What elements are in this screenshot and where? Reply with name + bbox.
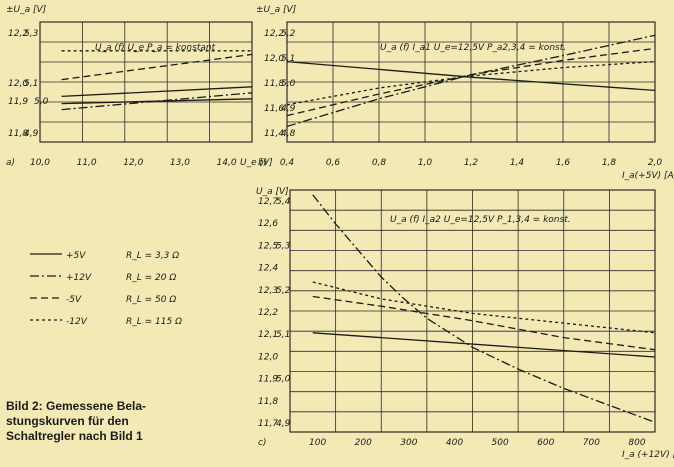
y-tick-label-left: 12,2: [264, 29, 284, 39]
y-tick-label-left: 11,6: [264, 104, 284, 114]
y-tick-label-left: 12,3: [258, 286, 278, 296]
chart-title: U_a (f) U_e P_a = konstant: [95, 43, 216, 53]
x-tick-label: 1,6: [556, 158, 571, 168]
chart-title: U_a (f) I_a2 U_e=12,5V P_1,3,4 = konst.: [390, 215, 571, 225]
y-tick-label-left: 11,8: [264, 79, 284, 89]
y-tick-label-right: 5,1: [24, 79, 38, 89]
y-tick-label-left: 11,9: [258, 375, 278, 385]
y-tick-label-right: 5,1: [276, 330, 290, 340]
y-tick-label-right: 5,3: [24, 29, 39, 39]
y-axis-label: ±U_a [V]: [6, 5, 47, 15]
y-axis-label: ±U_a [V]: [256, 5, 297, 15]
y-axis-label: U_a [V]: [256, 187, 289, 197]
legend: +5V R_L = 3,3 Ω +12V R_L = 20 Ω -5V R_L = 50 …: [30, 251, 182, 327]
series-line-dashed: [286, 47, 656, 117]
series-line-solid: [61, 86, 253, 98]
y-tick-label-right: 5,0: [281, 79, 296, 89]
legend-label: -5V: [66, 295, 82, 305]
series-line-dashed: [61, 53, 253, 81]
y-tick-label-right: 4,9: [276, 419, 291, 429]
plot-frame: [289, 189, 656, 433]
y-tick-label-left: 11,8: [258, 397, 278, 407]
y-tick-label-right: 4,9: [24, 129, 39, 139]
y-tick-label-left: 11,7: [258, 419, 278, 429]
x-tick-label: 14,0: [217, 158, 237, 168]
x-tick-label: 12,0: [123, 158, 143, 168]
legend-rl: R_L = 50 Ω: [126, 295, 176, 305]
x-tick-label: 200: [355, 438, 372, 448]
y-tick-label-right: 5,1: [281, 54, 295, 64]
x-tick-label: 1,8: [602, 158, 617, 168]
y-tick-label-left: 12,6: [258, 219, 278, 229]
series-line-solid: [286, 60, 656, 92]
y-tick-label-left: 12,5: [258, 241, 278, 251]
panel-label: c): [258, 438, 266, 448]
y-tick-label-right: 5,3: [276, 241, 291, 251]
y-tick-label-left: 12,1: [258, 330, 278, 340]
x-axis-label: I_a (+12V) [mA]: [622, 450, 674, 460]
y-tick-label-right: 5,2: [281, 29, 296, 39]
y-tick-label-left: 12,4: [258, 264, 278, 274]
x-tick-label: 13,0: [170, 158, 190, 168]
series-line-shortdash: [312, 281, 656, 334]
legend-label: +5V: [66, 251, 86, 261]
x-tick-label: 1,0: [418, 158, 433, 168]
chart-b: 0,4 0,6 0,8 1,0 1,2 1,4 1,6 1,8 2,0 12,2 12,0 11,8 1…: [256, 5, 674, 181]
series-line-solid: [312, 332, 656, 358]
x-axis-label: U_e [V]: [240, 158, 273, 168]
x-tick-label: 11,0: [77, 158, 97, 168]
y-tick-label-left: 12,0: [264, 54, 284, 64]
x-tick-label: 400: [446, 438, 463, 448]
x-tick-label: 300: [400, 438, 417, 448]
y-tick-label-right: 5,0: [34, 97, 49, 107]
x-tick-label: 600: [537, 438, 554, 448]
y-tick-label-right: 5,0: [276, 375, 291, 385]
plot-frame: [39, 21, 253, 143]
y-tick-label-left: 12,0: [8, 79, 28, 89]
y-tick-label-right: 4,8: [281, 129, 296, 139]
x-tick-label: 800: [628, 438, 645, 448]
y-tick-label-right: 5,2: [276, 286, 291, 296]
x-tick-label: 0,4: [280, 158, 295, 168]
legend-rl: R_L = 20 Ω: [126, 273, 176, 283]
x-tick-label: 0,6: [326, 158, 341, 168]
y-tick-label-left: 12,0: [258, 352, 278, 362]
y-tick-label-left: 11,4: [264, 129, 284, 139]
y-tick-label-right: 4,9: [281, 104, 296, 114]
x-tick-label: 100: [309, 438, 326, 448]
x-tick-label: 2,0: [648, 158, 663, 168]
series-line-solid: [61, 98, 253, 105]
y-tick-label-left: 11,8: [8, 129, 28, 139]
x-tick-label: 1,4: [510, 158, 525, 168]
series-line-dashdot: [312, 194, 656, 423]
x-axis-label: I_a(+5V) [A]: [622, 171, 674, 181]
y-tick-label-left: 11,9: [8, 97, 28, 107]
series-line-shortdash: [286, 60, 656, 106]
legend-rl: R_L = 3,3 Ω: [126, 251, 179, 261]
chart-c: 100 200 300 400 500 600 700 800 12,7 12,6 12,5 12,4…: [256, 187, 674, 460]
x-tick-label: 0,8: [372, 158, 387, 168]
plot-frame: [286, 21, 656, 143]
series-line-dashed: [312, 295, 656, 351]
y-tick-label-right: 5,4: [276, 197, 291, 207]
series-line-dashdot: [61, 92, 253, 111]
x-tick-label: 500: [492, 438, 509, 448]
y-tick-label-left: 12,7: [258, 197, 278, 207]
y-tick-label-left: 12,2: [258, 308, 278, 318]
panel-label: b): [258, 158, 267, 168]
x-tick-label: 1,2: [464, 158, 479, 168]
chart-a: 10,0 11,0 12,0 13,0 14,0 12,2 12,0 11,8 5,3 5,1 4,…: [6, 5, 273, 168]
figure-caption: Bild 2: Gemessene Bela- stungskurven für…: [6, 399, 147, 443]
legend-label: +12V: [66, 273, 92, 283]
panel-label: a): [6, 158, 15, 168]
x-tick-label: 10,0: [30, 158, 50, 168]
chart-title: U_a (f) I_a1 U_e=12,5V P_a2,3,4 = konst.: [380, 43, 566, 53]
legend-label: -12V: [66, 317, 88, 327]
x-tick-label: 700: [583, 438, 600, 448]
y-tick-label-left: 12,2: [8, 29, 28, 39]
legend-rl: R_L = 115 Ω: [126, 317, 182, 327]
